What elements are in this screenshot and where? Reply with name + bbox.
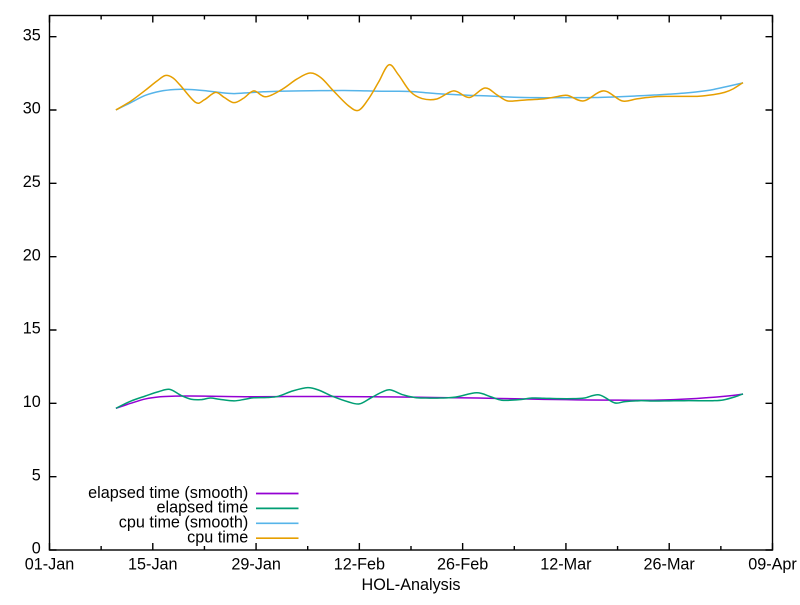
svg-text:12-Mar: 12-Mar xyxy=(540,556,592,574)
svg-text:30: 30 xyxy=(23,100,41,118)
svg-text:0: 0 xyxy=(32,540,41,558)
svg-text:25: 25 xyxy=(23,173,41,191)
svg-text:elapsed time: elapsed time xyxy=(157,499,249,517)
svg-text:15: 15 xyxy=(23,320,41,338)
svg-text:5: 5 xyxy=(32,466,41,484)
svg-text:elapsed time (smooth): elapsed time (smooth) xyxy=(88,484,248,502)
svg-text:09-Apr: 09-Apr xyxy=(748,556,797,574)
svg-text:26-Mar: 26-Mar xyxy=(644,556,696,574)
svg-text:cpu time: cpu time xyxy=(187,529,248,547)
svg-text:35: 35 xyxy=(23,26,41,44)
svg-text:15-Jan: 15-Jan xyxy=(128,556,178,574)
svg-text:10: 10 xyxy=(23,393,41,411)
svg-text:26-Feb: 26-Feb xyxy=(437,556,488,574)
svg-text:29-Jan: 29-Jan xyxy=(231,556,281,574)
svg-text:cpu time (smooth): cpu time (smooth) xyxy=(119,514,249,532)
svg-text:01-Jan: 01-Jan xyxy=(25,556,75,574)
svg-text:HOL-Analysis: HOL-Analysis xyxy=(362,576,461,594)
svg-text:20: 20 xyxy=(23,246,41,264)
svg-text:12-Feb: 12-Feb xyxy=(334,556,385,574)
